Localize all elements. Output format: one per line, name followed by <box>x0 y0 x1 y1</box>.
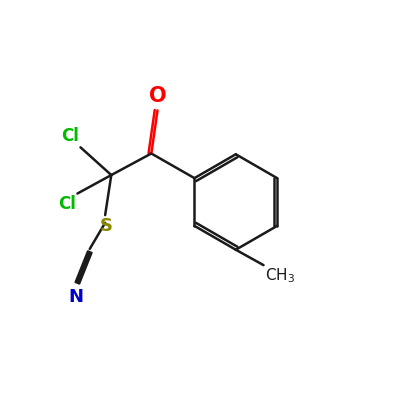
Text: CH$_3$: CH$_3$ <box>265 267 295 285</box>
Text: O: O <box>149 86 166 106</box>
Text: S: S <box>100 217 113 235</box>
Text: N: N <box>68 288 83 306</box>
Text: Cl: Cl <box>58 195 76 213</box>
Text: Cl: Cl <box>61 127 79 145</box>
